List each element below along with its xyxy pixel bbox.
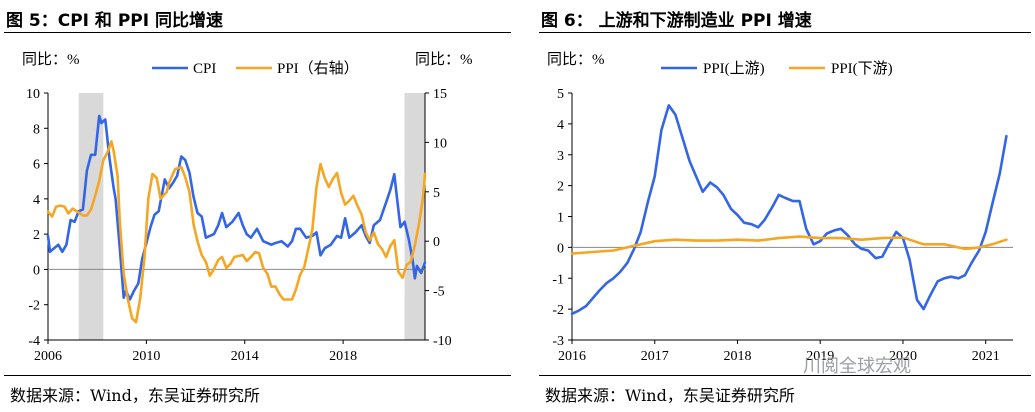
x-tick-label: 2006	[34, 349, 62, 364]
legend-label-cpi: CPI	[193, 61, 216, 77]
y-tick-label: -3	[552, 334, 564, 349]
y-tick-label: 2	[557, 180, 564, 195]
y2-tick-label: 10	[433, 136, 447, 151]
x-tick-label: 2016	[558, 349, 586, 364]
x-tick-label: 2019	[806, 349, 834, 364]
chart-panel-cpi-ppi: 图 5：CPI 和 PPI 同比增速 -4 -2 0 2 4 6 8 10 -10 -5 0 5 10 1…	[0, 0, 515, 412]
legend-label-upstream: PPI(上游)	[703, 60, 765, 77]
cpi-ppi-chart: -4 -2 0 2 4 6 8 10 -10 -5 0 5 10 15 2006 2010 2014 2018 同比…	[22, 51, 473, 364]
series-line-a	[570, 104, 1008, 316]
y-tick-label: 8	[33, 122, 40, 137]
x-tick-label: 2018	[329, 349, 357, 364]
chart-title: 图 5：CPI 和 PPI 同比增速	[6, 11, 224, 31]
right-unit-label: 同比：%	[415, 51, 473, 68]
legend-label-ppi: PPI（右轴）	[277, 60, 359, 77]
y2-tick-label: -5	[433, 285, 445, 300]
source-note: 数据来源：Wind，东吴证券研究所	[545, 386, 795, 405]
x-tick-label: 2010	[132, 349, 160, 364]
y-tick-label: 0	[557, 241, 564, 256]
y-tick-label: 1	[557, 211, 564, 226]
y-tick-label: -4	[28, 334, 40, 349]
y-tick-label: 3	[557, 149, 564, 164]
y-tick-label: 10	[26, 87, 40, 102]
y2-tick-label: 0	[433, 235, 440, 250]
y2-tick-label: 15	[433, 87, 447, 102]
y-tick-label: -2	[28, 299, 40, 314]
series-line-b	[46, 140, 427, 324]
y2-tick-label: -10	[433, 334, 452, 349]
shaded-period	[404, 93, 425, 340]
left-unit-label: 同比：%	[547, 51, 605, 68]
y-tick-label: 4	[33, 193, 40, 208]
y-tick-label: 6	[33, 158, 40, 173]
top-rule	[539, 32, 1031, 33]
x-tick-label: 2014	[231, 349, 259, 364]
bottom-rule	[4, 375, 511, 376]
y-tick-label: -2	[552, 303, 564, 318]
x-tick-label: 2017	[641, 349, 669, 364]
source-note: 数据来源：Wind，东吴证券研究所	[10, 386, 260, 405]
top-rule	[4, 32, 511, 33]
x-tick-label: 2021	[972, 349, 1000, 364]
left-unit-label: 同比：%	[22, 51, 80, 68]
x-tick-label: 2020	[889, 349, 917, 364]
y-tick-label: 4	[557, 118, 564, 133]
chart-title: 图 6： 上游和下游制造业 PPI 增速	[541, 11, 812, 31]
upstream-downstream-chart: -3 -2 -1 0 1 2 3 4 5 2016 2017 2018 2019 2020 2021 同比：%…	[547, 51, 1013, 364]
watermark: 川阅全球宏观	[803, 356, 911, 377]
legend-label-downstream: PPI(下游)	[831, 60, 893, 77]
y-tick-label: 2	[33, 228, 40, 243]
series-line-b	[570, 235, 1008, 255]
y-tick-label: 0	[33, 263, 40, 278]
y-tick-label: 5	[557, 87, 564, 102]
y-tick-label: -1	[552, 272, 564, 287]
x-tick-label: 2018	[723, 349, 751, 364]
y2-tick-label: 5	[433, 186, 440, 201]
series-line-a	[46, 114, 427, 301]
bottom-rule	[539, 375, 1031, 376]
chart-panel-upstream-downstream: 图 6： 上游和下游制造业 PPI 增速 -3 -2 -1 0 1 2 3 4 5 2016 201…	[535, 0, 1035, 412]
